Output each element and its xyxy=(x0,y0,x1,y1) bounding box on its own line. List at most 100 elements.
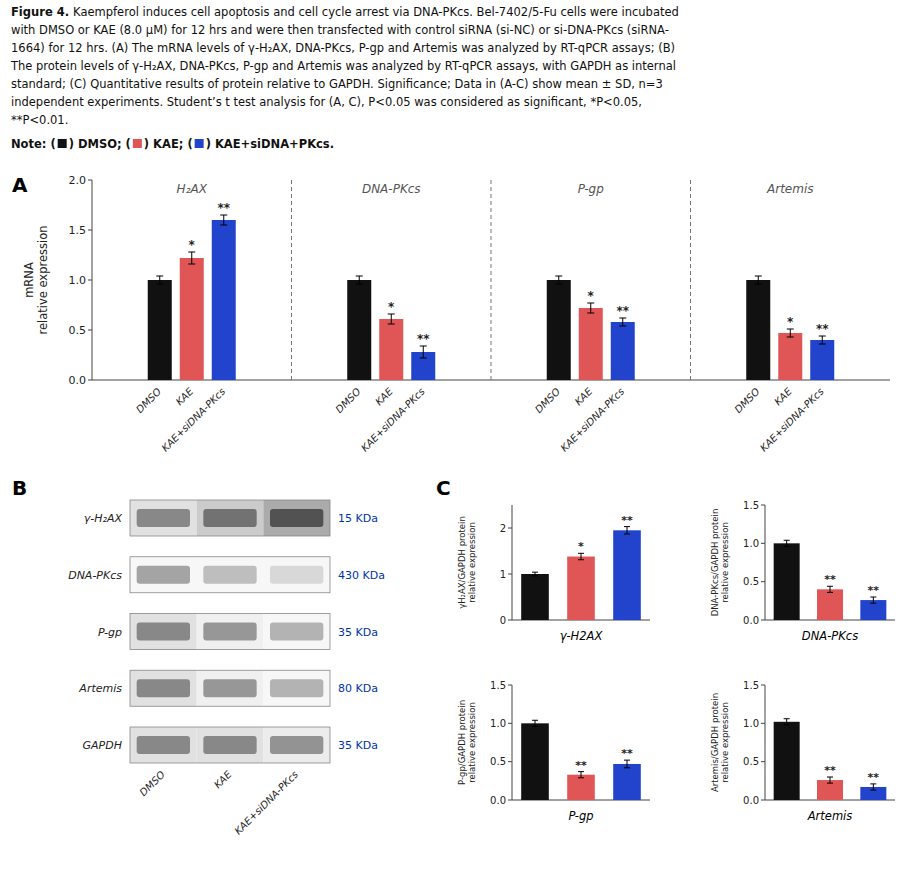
column-label: KAE xyxy=(212,768,234,790)
error-bar-cap xyxy=(356,284,363,285)
column-label-group: KAE xyxy=(212,768,234,790)
bar xyxy=(547,280,571,380)
significance-label: ** xyxy=(824,764,836,777)
note: Note: () DMSO; () KAE; () KAE+siDNA+PKcs… xyxy=(11,137,334,151)
error-bar-cap xyxy=(784,546,790,547)
significance-label: ** xyxy=(621,514,633,527)
bar xyxy=(817,780,843,800)
error-bar-cap xyxy=(532,720,538,721)
caption-line: Figure 4.Kaempferol induces cell apoptos… xyxy=(11,5,679,19)
blot-band xyxy=(270,679,323,697)
error-bar-cap xyxy=(578,559,584,560)
x-tick-label: DMSO xyxy=(134,386,163,415)
y-tick xyxy=(88,230,92,231)
bar xyxy=(521,723,549,800)
y-tick-label: 0.5 xyxy=(69,324,87,337)
y-tick-label: 0.0 xyxy=(69,374,87,387)
y-tick xyxy=(761,723,765,724)
bar xyxy=(379,319,403,380)
y-axis-label-line: relative expression xyxy=(467,522,477,603)
error-bar xyxy=(755,276,762,284)
x-axis-label: γ-H2AX xyxy=(560,629,604,643)
y-tick-label: 1.5 xyxy=(743,680,759,691)
blot-band xyxy=(137,509,190,527)
group-title: H₂AX xyxy=(177,182,208,196)
error-bar xyxy=(624,760,630,768)
blot-lane-background xyxy=(197,670,264,706)
bar xyxy=(148,280,172,380)
y-tick xyxy=(761,505,765,506)
blot-lane-background xyxy=(130,500,197,536)
x-tick-label: KAE+siDNA-PKcs xyxy=(558,386,626,454)
y-tick-label: 1.0 xyxy=(743,538,759,549)
y-axis-label: P-gp/GAPDH proteinrelative expression xyxy=(457,700,477,785)
chart-bar: 0.00.51.01.5Artemis/GAPDH proteinrelativ… xyxy=(710,680,895,824)
blot-band xyxy=(270,736,323,754)
caption-label: Figure 4. xyxy=(11,5,69,19)
plot-marks xyxy=(521,720,641,800)
bar xyxy=(810,340,834,380)
significance-label: * xyxy=(388,300,395,314)
error-bar xyxy=(420,346,427,358)
error-bar xyxy=(624,527,630,534)
x-tick-label-group: DMSO xyxy=(333,386,362,415)
error-bar xyxy=(578,553,584,559)
y-tick xyxy=(508,574,512,575)
significance-label: ** xyxy=(417,332,430,346)
error-bar xyxy=(532,572,538,576)
x-tick-label-group: KAE+siDNA-PKcs xyxy=(758,386,826,454)
significance-label: ** xyxy=(824,573,836,586)
blot-band xyxy=(137,679,190,697)
group-separator xyxy=(291,180,292,380)
error-bar xyxy=(587,303,594,313)
chart-blot: γ-H₂AX15 KDaDNA-PKcs430 KDaP-gp35 KDaArt… xyxy=(68,500,385,837)
error-bar-cap xyxy=(532,726,538,727)
y-axis-label-line: DNA-PKcs/GAPDH protein xyxy=(710,509,720,617)
error-bar-stem xyxy=(359,276,360,284)
blot-lane-background xyxy=(263,500,330,536)
error-bar-stem xyxy=(830,777,831,783)
x-tick-label-group: KAE xyxy=(373,385,395,407)
y-axis-label-group: γH₂AX/GAPDH proteinrelative expression xyxy=(457,516,477,609)
note-swatch xyxy=(195,139,204,148)
significance-label: * xyxy=(588,289,595,303)
error-bar-cap xyxy=(784,540,790,541)
error-bar-stem xyxy=(223,215,224,225)
bar xyxy=(774,722,800,800)
error-bar xyxy=(787,329,794,337)
error-bar xyxy=(188,252,195,264)
blot-lane-background xyxy=(130,670,197,706)
y-axis-label-group: mRNArelative expression xyxy=(22,225,50,334)
x-axis-label: DNA-PKcs xyxy=(802,629,858,643)
y-tick xyxy=(88,280,92,281)
group-title: DNA-PKcs xyxy=(362,182,421,196)
blot-lane-background xyxy=(263,557,330,593)
x-tick-label-group: DMSO xyxy=(732,386,761,415)
row-label: P-gp xyxy=(98,626,122,639)
row-label-right: 430 KDa xyxy=(338,569,385,582)
x-tick-label: KAE+siDNA-PKcs xyxy=(159,386,227,454)
error-bar-stem xyxy=(159,276,160,284)
y-axis-label-group: Artemis/GAPDH proteinrelative expression xyxy=(710,693,730,792)
blot-band xyxy=(203,566,256,584)
error-bar-stem xyxy=(873,597,874,603)
x-tick-label-group: KAE+siDNA-PKcs xyxy=(159,386,227,454)
y-axis-label-line: relative expression xyxy=(720,522,730,603)
bar xyxy=(613,530,641,620)
error-bar-stem xyxy=(590,303,591,313)
x-axis-label: Artemis xyxy=(807,809,853,823)
error-bar-stem xyxy=(786,540,787,546)
note-text: ) KAE; ( xyxy=(144,137,193,151)
error-bar-cap xyxy=(787,337,794,338)
error-bar-cap xyxy=(587,313,594,314)
y-tick-label: 1 xyxy=(500,569,506,580)
x-tick-label-group: KAE xyxy=(573,385,595,407)
bar xyxy=(613,764,641,800)
group-title: P-gp xyxy=(578,182,605,196)
blot-band xyxy=(270,623,323,641)
blot-band xyxy=(203,679,256,697)
y-tick xyxy=(761,581,765,582)
blot-lane-background xyxy=(263,614,330,650)
significance-label: ** xyxy=(868,771,880,784)
error-bar-stem xyxy=(627,760,628,768)
